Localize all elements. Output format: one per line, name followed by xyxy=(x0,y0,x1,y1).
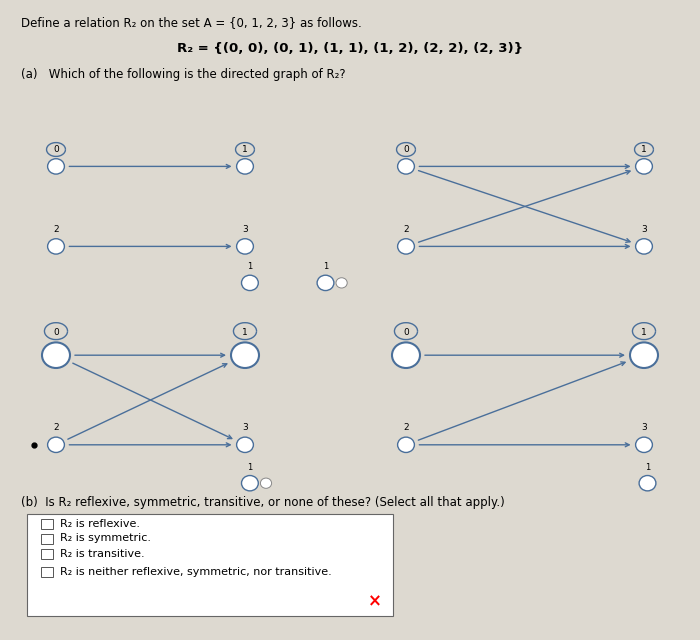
Circle shape xyxy=(639,476,656,491)
Text: 1: 1 xyxy=(242,145,248,154)
Text: R₂ is neither reflexive, symmetric, nor transitive.: R₂ is neither reflexive, symmetric, nor … xyxy=(60,566,331,577)
Text: 1: 1 xyxy=(242,328,248,337)
Text: R₂ is transitive.: R₂ is transitive. xyxy=(60,548,144,559)
Text: 3: 3 xyxy=(242,423,248,432)
Text: R₂ = {(0, 0), (0, 1), (1, 1), (1, 2), (2, 2), (2, 3)}: R₂ = {(0, 0), (0, 1), (1, 1), (1, 2), (2… xyxy=(177,42,523,54)
Circle shape xyxy=(48,239,64,254)
Text: 1: 1 xyxy=(247,262,253,271)
Text: (b)  Is R₂ reflexive, symmetric, transitive, or none of these? (Select all that : (b) Is R₂ reflexive, symmetric, transiti… xyxy=(21,496,505,509)
Text: Define a relation R₂ on the set A = {0, 1, 2, 3} as follows.: Define a relation R₂ on the set A = {0, … xyxy=(21,16,362,29)
Text: (a)   Which of the following is the directed graph of R₂?: (a) Which of the following is the direct… xyxy=(21,68,346,81)
Text: 1: 1 xyxy=(641,328,647,337)
Text: 3: 3 xyxy=(641,423,647,432)
Circle shape xyxy=(630,342,658,368)
Text: 1: 1 xyxy=(645,463,650,472)
Circle shape xyxy=(48,159,64,174)
Text: 3: 3 xyxy=(641,225,647,234)
Text: R₂ is reflexive.: R₂ is reflexive. xyxy=(60,518,139,529)
Text: 0: 0 xyxy=(53,145,59,154)
Text: R₂ is symmetric.: R₂ is symmetric. xyxy=(60,533,150,543)
Text: 1: 1 xyxy=(323,262,328,271)
Circle shape xyxy=(231,342,259,368)
FancyBboxPatch shape xyxy=(41,549,52,559)
Text: 2: 2 xyxy=(403,225,409,234)
Text: 0: 0 xyxy=(53,328,59,337)
Text: ×: × xyxy=(368,592,382,610)
Circle shape xyxy=(398,437,414,452)
Circle shape xyxy=(398,159,414,174)
Circle shape xyxy=(237,437,253,452)
Circle shape xyxy=(317,275,334,291)
Circle shape xyxy=(392,342,420,368)
FancyBboxPatch shape xyxy=(27,514,393,616)
Text: 0: 0 xyxy=(403,145,409,154)
Text: 1: 1 xyxy=(641,145,647,154)
Circle shape xyxy=(48,437,64,452)
Circle shape xyxy=(636,437,652,452)
FancyBboxPatch shape xyxy=(41,519,52,529)
Circle shape xyxy=(636,239,652,254)
Text: 2: 2 xyxy=(403,423,409,432)
Circle shape xyxy=(42,342,70,368)
Text: 2: 2 xyxy=(53,225,59,234)
Circle shape xyxy=(237,159,253,174)
Circle shape xyxy=(636,159,652,174)
Text: 0: 0 xyxy=(403,328,409,337)
FancyBboxPatch shape xyxy=(41,567,52,577)
FancyBboxPatch shape xyxy=(41,534,52,544)
Circle shape xyxy=(241,476,258,491)
Circle shape xyxy=(398,239,414,254)
Text: 3: 3 xyxy=(242,225,248,234)
Circle shape xyxy=(241,275,258,291)
Circle shape xyxy=(260,478,272,488)
Text: 1: 1 xyxy=(247,463,253,472)
Circle shape xyxy=(336,278,347,288)
Text: 2: 2 xyxy=(53,423,59,432)
Circle shape xyxy=(237,239,253,254)
